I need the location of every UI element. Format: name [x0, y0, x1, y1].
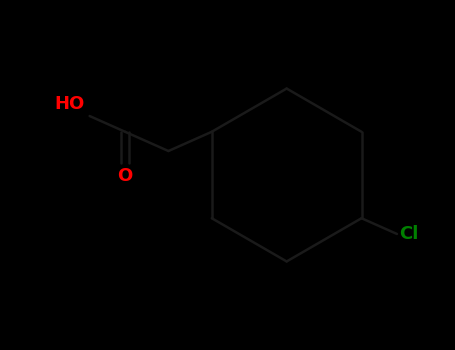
Text: Cl: Cl	[399, 225, 419, 243]
Text: O: O	[117, 167, 133, 185]
Text: HO: HO	[55, 94, 85, 113]
